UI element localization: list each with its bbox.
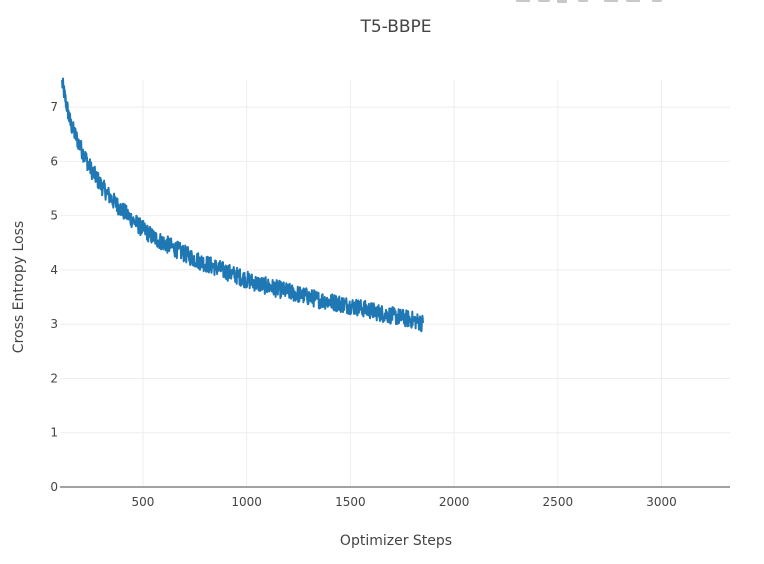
x-tick-labels: 500 1000 1500 2000 2500 3000 [132, 495, 677, 509]
y-tick-label: 0 [50, 480, 58, 494]
reset-axes-icon[interactable] [626, 0, 640, 2]
y-axis-title: Cross Entropy Loss [11, 221, 27, 353]
x-gridlines [142, 80, 663, 487]
series-layer [61, 77, 424, 333]
y-tick-label: 6 [50, 154, 58, 168]
chart-title: T5-BBPE [359, 17, 431, 37]
y-tick-label: 1 [50, 426, 58, 440]
y-tick-label: 5 [50, 209, 58, 223]
y-tick-label: 2 [50, 371, 58, 385]
y-tick-labels: 0 1 2 3 4 5 6 7 [50, 100, 58, 494]
loss-series-line [61, 77, 424, 333]
zoom-in-icon[interactable] [557, 0, 567, 3]
camera-icon[interactable] [652, 0, 662, 2]
zoom-icon[interactable] [516, 0, 530, 2]
x-tick-label: 2500 [543, 495, 574, 509]
autoscale-icon[interactable] [604, 0, 618, 2]
x-tick-label: 2000 [439, 495, 470, 509]
x-axis-title: Optimizer Steps [340, 533, 452, 549]
x-tick-label: 1000 [231, 495, 262, 509]
x-tick-label: 1500 [335, 495, 366, 509]
pan-icon[interactable] [538, 0, 550, 2]
y-tick-label: 4 [50, 263, 58, 277]
x-tick-label: 3000 [646, 495, 677, 509]
y-gridlines [60, 106, 730, 434]
y-tick-label: 3 [50, 317, 58, 331]
zoom-out-icon[interactable] [578, 0, 588, 2]
y-tick-label: 7 [50, 100, 58, 114]
x-tick-label: 500 [132, 495, 155, 509]
modebar [516, 0, 662, 3]
